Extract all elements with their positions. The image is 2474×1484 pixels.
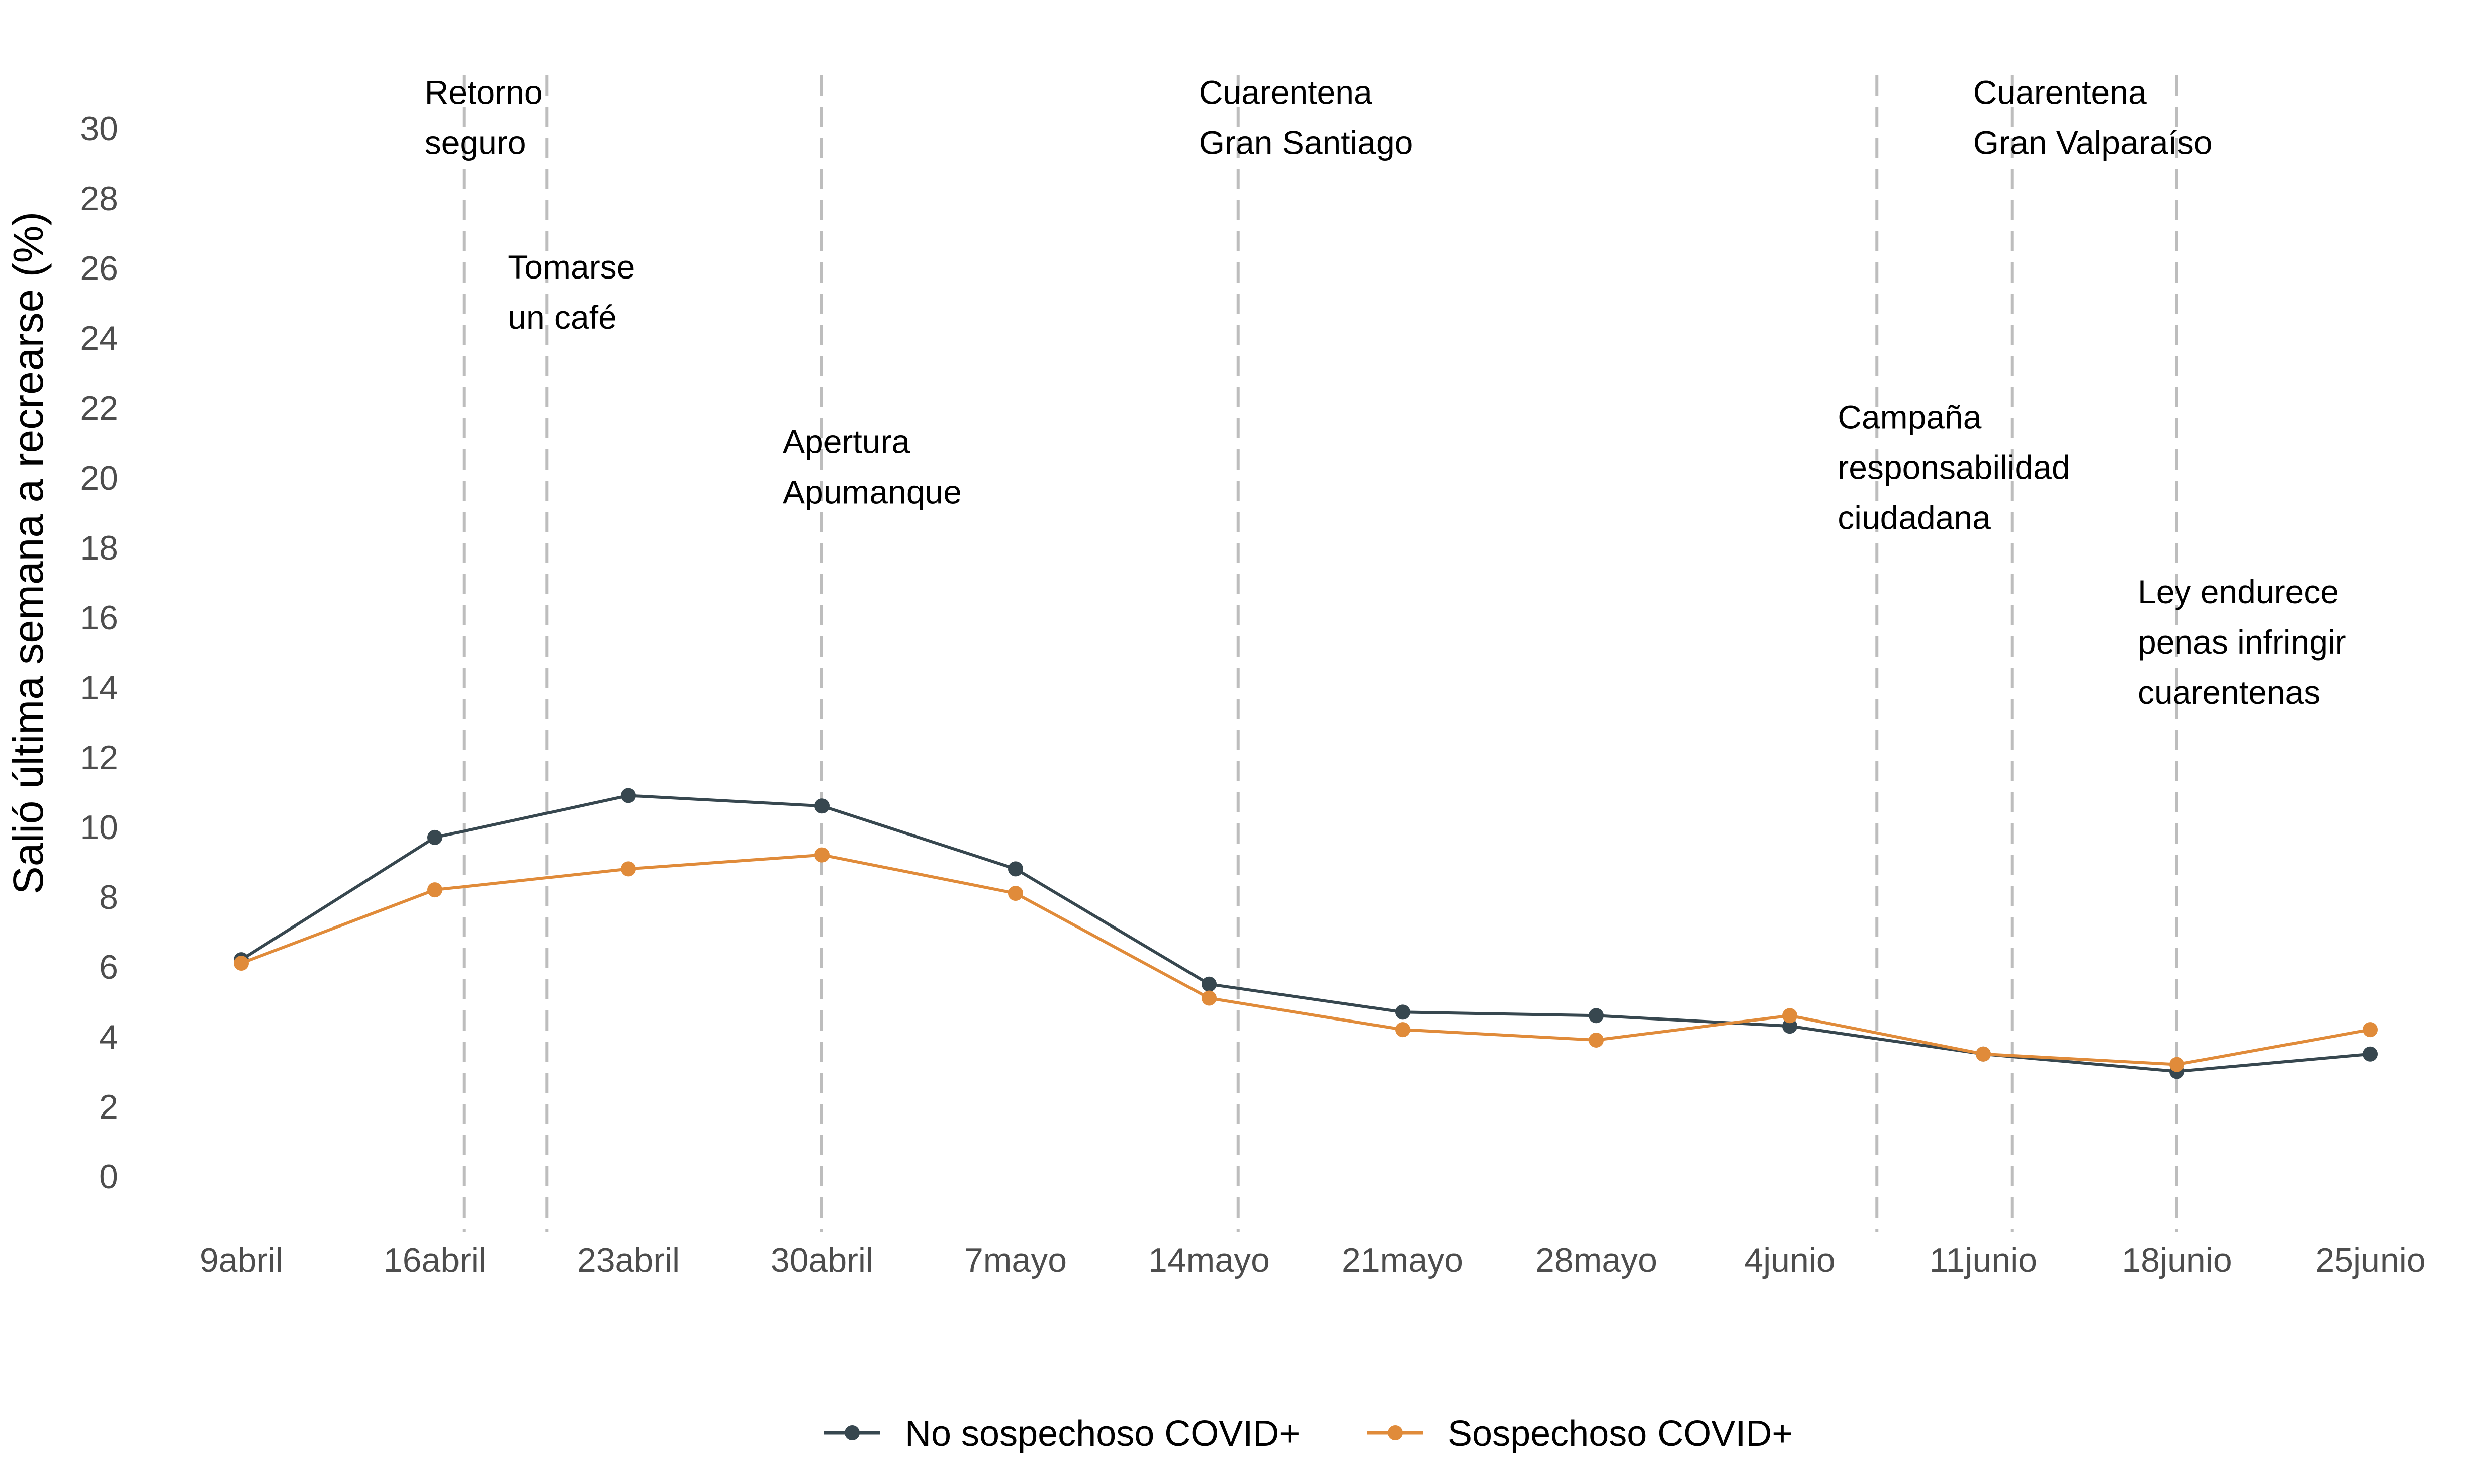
x-tick-label: 11junio xyxy=(1930,1241,2037,1279)
y-tick-label: 6 xyxy=(99,948,118,986)
event-annotation-line: penas infringir xyxy=(2138,623,2346,661)
event-annotation: Ley endurece penas infringir cuarentenas xyxy=(2138,573,2346,711)
event-annotation: Apertura Apumanque xyxy=(783,423,962,510)
y-axis-label-group: Salió última semana a recrearse (%) xyxy=(5,212,52,895)
data-point xyxy=(1782,1018,1797,1034)
legend-swatch-point xyxy=(845,1425,860,1440)
x-tick-label: 14mayo xyxy=(1148,1241,1270,1279)
data-point xyxy=(427,882,442,898)
event-lines xyxy=(462,75,2178,1232)
event-annotation-line: Apumanque xyxy=(783,473,962,510)
event-annotation-line: un café xyxy=(508,299,617,336)
legend-swatch-point xyxy=(1388,1425,1403,1440)
event-annotation-line: Cuarentena xyxy=(1199,73,1372,111)
series-group xyxy=(234,788,2378,1079)
legend-label: Sospechoso COVID+ xyxy=(1448,1414,1793,1454)
y-tick-label: 28 xyxy=(80,179,118,218)
x-tick-label: 28mayo xyxy=(1535,1241,1657,1279)
event-annotation: Cuarentena Gran Santiago xyxy=(1199,73,1413,161)
y-tick-label: 24 xyxy=(80,319,118,357)
legend-label: No sospechoso COVID+ xyxy=(905,1414,1300,1454)
data-point xyxy=(427,829,442,845)
event-annotation-line: Cuarentena xyxy=(1973,73,2147,111)
series-1 xyxy=(234,788,2378,1079)
event-annotation: Tomarse un café xyxy=(508,248,635,336)
legend: No sospechoso COVID+ Sospechoso COVID+ xyxy=(824,1414,1793,1454)
y-tick-label: 8 xyxy=(99,878,118,916)
data-point xyxy=(234,956,249,971)
y-tick-label: 22 xyxy=(80,389,118,427)
data-point xyxy=(1395,1004,1410,1020)
event-annotation-line: seguro xyxy=(425,124,526,161)
event-annotation: Retorno seguro xyxy=(425,73,543,161)
data-point xyxy=(1589,1032,1604,1048)
data-point xyxy=(621,788,636,803)
data-point xyxy=(1976,1046,1991,1062)
data-point xyxy=(1395,1022,1410,1038)
event-annotation-line: Tomarse xyxy=(508,248,635,286)
x-tick-label: 7mayo xyxy=(964,1241,1067,1279)
y-tick-label: 2 xyxy=(99,1088,118,1126)
data-point xyxy=(2363,1022,2378,1038)
event-annotation: Cuarentena Gran Valparaíso xyxy=(1973,73,2213,161)
event-annotation-line: Gran Santiago xyxy=(1199,124,1413,161)
data-point xyxy=(2363,1046,2378,1062)
event-annotation-line: Ley endurece xyxy=(2138,573,2339,610)
data-point xyxy=(1589,1008,1604,1024)
x-tick-label: 16abril xyxy=(384,1241,486,1279)
series-2 xyxy=(234,847,2378,1072)
y-tick-label: 14 xyxy=(80,669,118,707)
y-tick-label: 12 xyxy=(80,738,118,777)
y-tick-label: 4 xyxy=(99,1018,118,1056)
x-tick-label: 25junio xyxy=(2315,1241,2425,1279)
y-tick-label: 18 xyxy=(80,529,118,567)
series-line xyxy=(240,853,2371,1066)
data-point xyxy=(1008,886,1023,901)
x-tick-label: 21mayo xyxy=(1342,1241,1463,1279)
series-line xyxy=(240,794,2371,1073)
event-annotation-line: cuarentenas xyxy=(2138,674,2320,711)
data-point xyxy=(1202,990,1217,1006)
data-point xyxy=(814,847,830,863)
x-tick-label: 9abril xyxy=(200,1241,283,1279)
x-tick-label: 30abril xyxy=(771,1241,873,1279)
y-tick-label: 30 xyxy=(80,110,118,148)
event-annotation-line: ciudadana xyxy=(1838,499,1991,536)
y-tick-label: 16 xyxy=(80,599,118,637)
event-annotation-line: Retorno xyxy=(425,73,543,111)
x-tick-label: 23abril xyxy=(577,1241,680,1279)
event-annotation-line: Apertura xyxy=(783,423,910,460)
data-point xyxy=(2169,1057,2184,1072)
data-point xyxy=(814,798,830,814)
x-tick-label: 18junio xyxy=(2122,1241,2232,1279)
x-tick-labels: 9abril 16abril 23abril 30abril 7mayo 14mayo 21… xyxy=(200,1241,2426,1279)
event-annotation-line: Campaña xyxy=(1838,399,1981,436)
event-annotation-line: responsabilidad xyxy=(1838,449,2070,486)
data-point xyxy=(1782,1008,1797,1024)
y-tick-label: 0 xyxy=(99,1158,118,1196)
y-axis-label: Salió última semana a recrearse (%) xyxy=(5,212,52,895)
x-tick-label: 4junio xyxy=(1744,1241,1836,1279)
data-point xyxy=(621,861,636,877)
event-annotation-line: Gran Valparaíso xyxy=(1973,124,2213,161)
data-point xyxy=(1008,861,1023,877)
y-tick-label: 20 xyxy=(80,459,118,497)
y-tick-label: 10 xyxy=(80,808,118,847)
data-point xyxy=(1202,976,1217,992)
y-tick-label: 26 xyxy=(80,249,118,288)
event-annotation: Campaña responsabilidad ciudadana xyxy=(1838,399,2070,536)
event-annotations: Retorno seguro Tomarse un café Apertura Apuma… xyxy=(425,73,2346,711)
